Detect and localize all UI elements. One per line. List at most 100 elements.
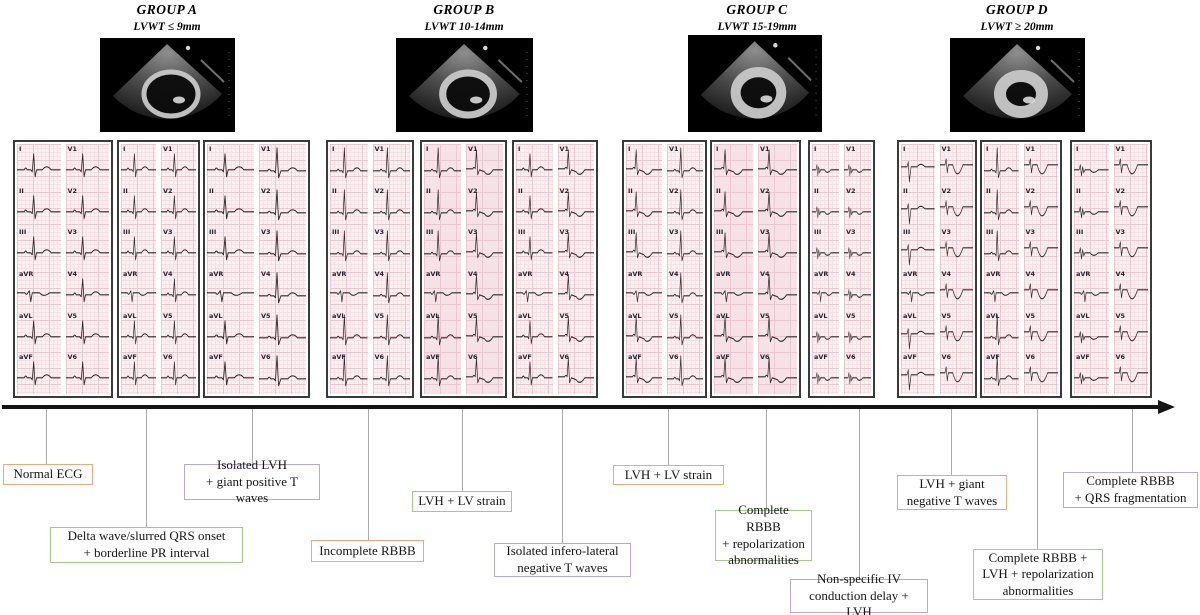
ecg-lead-label: V5 [559,311,570,320]
ecg-panel: I II III aVR aVL aVF V1 V2 V3 V4 V5 V6 [326,140,414,398]
ecg-lead-trace: V4 [667,269,703,311]
ecg-lead-label: aVR [628,270,643,279]
ecg-lead-trace: III [812,227,839,269]
ecg-lead-label: V1 [163,145,173,153]
finding-label: Isolated infero-lateral negative T waves [506,543,619,575]
ecg-lead-label: aVF [1076,353,1090,362]
ecg-lead-label: aVR [814,270,829,279]
ecg-lead-label: III [19,228,27,237]
ecg-lead-trace: V3 [1113,227,1148,269]
ecg-lead-trace: V3 [939,227,973,269]
ecg-lead-strip: V1 V2 V3 V4 V5 V6 [939,144,973,394]
ecg-lead-label: III [123,228,131,237]
ecg-lead-label: aVL [332,311,346,320]
ecg-lead-label: V4 [559,270,570,279]
connector-line [462,409,463,491]
ecg-lead-label: aVL [903,311,917,320]
ecg-lead-label: II [814,186,819,195]
ecg-panel: I II III aVR aVL aVF V1 V2 V3 V4 V5 V6 [512,140,598,398]
ecg-lead-label: III [426,228,434,237]
ecg-lead-trace: V6 [557,352,594,394]
ecg-lead-trace: V1 [1113,144,1148,186]
ecg-lead-trace: aVF [901,352,935,394]
ecg-lead-trace: aVF [330,352,368,394]
group-lvwt-range: LVWT ≥ 20mm [980,21,1054,33]
finding-label: Normal ECG [13,466,83,482]
ecg-lead-trace: V5 [667,311,703,353]
ecg-lead-trace: V6 [161,352,196,394]
ecg-lead-trace: aVR [516,269,553,311]
ecg-lead-trace: aVL [121,311,156,353]
ecg-lead-label: V3 [261,228,271,237]
ecg-panel: I II III aVR aVL aVF V1 V2 V3 V4 V5 V6 [1070,140,1152,398]
finding-box: Delta wave/slurred QRS onset + borderlin… [50,527,243,563]
ecg-lead-trace: V5 [557,311,594,353]
ecg-lead-trace: aVF [207,352,254,394]
ecg-lead-trace: aVR [207,269,254,311]
ecg-lead-trace: I [424,144,461,186]
ecg-lead-strip: I II III aVR aVL aVF [121,144,156,394]
echocardiogram-image [396,38,533,132]
ecg-lead-label: V3 [760,228,770,237]
ecg-lead-trace: V4 [758,269,797,311]
ecg-lead-label: V1 [760,145,770,153]
ecg-lead-strip: I II III aVR aVL aVF [1074,144,1109,394]
ecg-lead-trace: aVL [207,311,254,353]
ecg-lead-trace: V3 [259,227,306,269]
ecg-lead-trace: I [1074,144,1109,186]
ecg-lead-label: I [814,145,817,153]
ecg-lead-label: V5 [760,311,770,320]
ecg-panel: I II III aVR aVL aVF V1 V2 V3 V4 V5 V6 [13,140,113,398]
ecg-panel: I II III aVR aVL aVF V1 V2 V3 V4 V5 V6 [980,140,1062,398]
ecg-lead-trace: V5 [844,311,871,353]
ecg-lead-label: V4 [468,270,478,279]
ecg-lead-label: V1 [1025,145,1036,153]
group-name: GROUP A [136,2,198,17]
ecg-lead-label: aVF [518,353,532,362]
ecg-lead-label: II [628,186,633,195]
ecg-lead-strip: V1 V2 V3 V4 V5 V6 [1113,144,1148,394]
ecg-lead-label: aVR [1076,270,1091,279]
ecg-lead-label: V5 [846,311,856,320]
finding-label: Complete RBBB + LVH + repolarization abn… [982,549,1094,598]
ecg-lead-label: I [716,145,719,153]
ecg-lead-label: V4 [846,270,856,279]
connector-line [146,409,147,527]
ecg-lead-trace: V6 [372,352,410,394]
ecg-lead-trace: aVR [121,269,156,311]
finding-box: LVH + LV strain [613,465,724,485]
ecg-lead-label: aVF [628,353,642,362]
ecg-lead-strip: V1 V2 V3 V4 V5 V6 [466,144,503,394]
ecg-lead-label: V4 [1025,270,1036,279]
ecg-lead-trace: aVR [812,269,839,311]
ecg-lead-label: III [518,228,526,237]
ecg-lead-label: aVR [19,270,34,279]
ecg-lead-trace: V2 [557,186,594,228]
ecg-lead-trace: aVL [516,311,553,353]
ecg-lead-strip: I II III aVR aVL aVF [812,144,839,394]
ecg-lead-label: V4 [67,270,78,279]
ecg-lead-trace: aVR [714,269,753,311]
ecg-lead-label: II [426,186,431,195]
ecg-lead-label: V6 [559,353,570,362]
ecg-lead-label: I [628,145,631,153]
ecg-lead-trace: V6 [259,352,306,394]
ecg-lead-label: aVF [716,353,730,362]
ecg-lead-trace: V1 [844,144,871,186]
ecg-lead-trace: aVL [984,311,1019,353]
ecg-lead-trace: V5 [466,311,503,353]
ecg-lead-trace: II [812,186,839,228]
ecg-lead-label: V6 [760,353,770,362]
ecg-lead-trace: I [330,144,368,186]
ecg-lead-label: III [332,228,340,237]
ecg-lead-label: aVR [518,270,533,279]
ecg-lead-label: V5 [1115,311,1126,320]
ecg-lead-trace: V5 [259,311,306,353]
ecg-lead-label: V6 [1115,353,1126,362]
ecg-lead-trace: V2 [844,186,871,228]
ecg-lead-label: II [123,186,128,195]
ecg-lead-trace: II [121,186,156,228]
ecg-lead-label: V1 [941,145,952,153]
ecg-lead-label: V3 [163,228,173,237]
ecg-lead-trace: I [516,144,553,186]
